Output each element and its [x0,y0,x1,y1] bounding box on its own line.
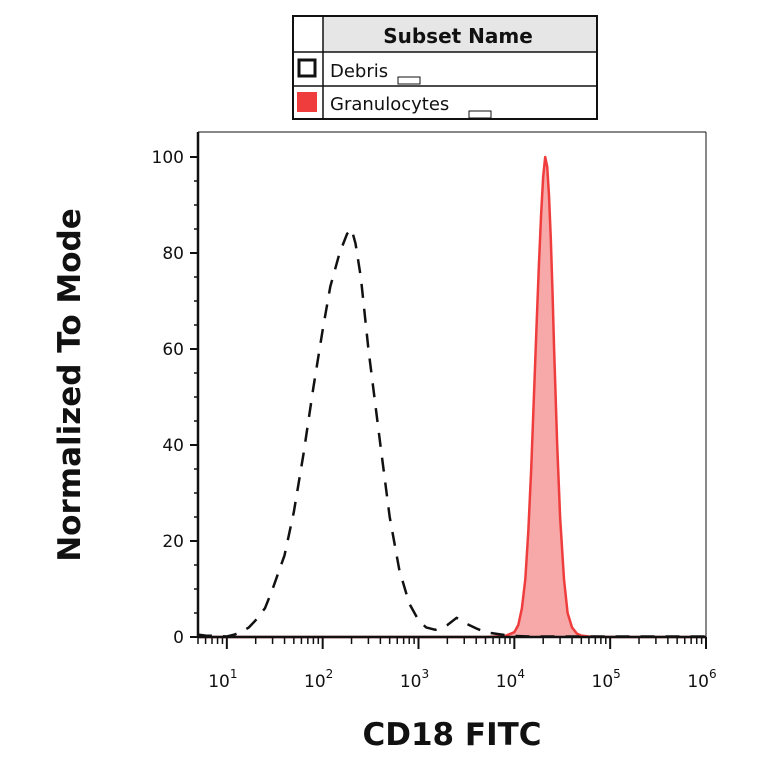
x-tick-label: 102 [304,667,333,692]
x-tick-label: 106 [687,667,716,692]
legend-swatch-granulocytes [297,92,317,112]
legend-header-bg [323,17,596,52]
y-tick-label: 80 [162,244,184,264]
series-area-granulocytes [198,157,706,637]
y-tick-label: 0 [173,628,184,648]
series-layer [197,155,706,639]
y-axis-ticks: 0 20 40 60 80 100 [152,148,198,648]
y-tick-label: 20 [162,532,184,552]
legend-label-debris: Debris [330,61,388,82]
y-tick-label: 60 [162,340,184,360]
legend-label-box [468,110,492,119]
legend-swatch-debris [297,58,317,78]
x-axis-ticks: 101 102 103 104 105 106 [197,637,717,692]
series-line-debris [197,227,706,638]
series-line-granulocytes [198,155,706,639]
legend-label-granulocytes: Granulocytes [330,94,449,115]
legend-header: Subset Name [383,24,533,48]
legend: Subset Name Debris Granulocytes [292,15,598,120]
x-tick-label: 104 [496,667,525,692]
y-axis-title: Normalized To Mode [52,208,88,562]
x-axis-title: CD18 FITC [362,717,541,753]
x-tick-label: 105 [592,667,621,692]
y-tick-label: 100 [152,148,184,168]
legend-label-box [397,76,421,85]
y-tick-label: 40 [162,436,184,456]
x-tick-label: 103 [400,667,429,692]
x-tick-label: 101 [208,667,237,692]
